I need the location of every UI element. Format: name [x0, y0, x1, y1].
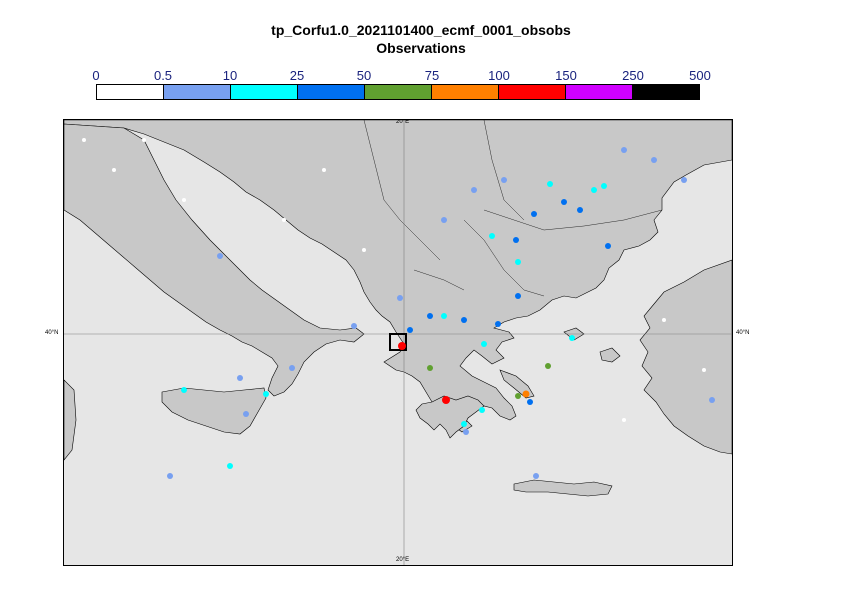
- obs-point[interactable]: [463, 429, 469, 435]
- obs-point[interactable]: [263, 391, 269, 397]
- obs-point[interactable]: [243, 411, 249, 417]
- obs-point[interactable]: [441, 217, 447, 223]
- obs-point[interactable]: [322, 168, 326, 172]
- obs-point[interactable]: [407, 327, 413, 333]
- obs-point[interactable]: [461, 421, 467, 427]
- obs-point[interactable]: [681, 177, 687, 183]
- legend-label-5: 75: [424, 68, 440, 83]
- legend-label-1: 0.5: [153, 68, 173, 83]
- obs-point[interactable]: [709, 397, 715, 403]
- obs-point[interactable]: [351, 323, 357, 329]
- obs-point[interactable]: [545, 363, 551, 369]
- land-anatolia: [639, 259, 732, 455]
- obs-point[interactable]: [522, 390, 530, 398]
- obs-point[interactable]: [427, 313, 433, 319]
- legend-swatch-1: [164, 85, 231, 99]
- obs-point[interactable]: [513, 237, 519, 243]
- legend-swatch-5: [432, 85, 499, 99]
- map-title: tp_Corfu1.0_2021101400_ecmf_0001_obsobs: [271, 22, 571, 38]
- land-crete: [513, 479, 613, 497]
- obs-point[interactable]: [651, 157, 657, 163]
- obs-point[interactable]: [471, 187, 477, 193]
- legend-label-9: 500: [689, 68, 711, 83]
- obs-point[interactable]: [702, 368, 706, 372]
- obs-point[interactable]: [501, 177, 507, 183]
- country-borders: [363, 120, 663, 297]
- land-peloponnese: [415, 395, 485, 439]
- obs-point[interactable]: [495, 321, 501, 327]
- legend-labels: 0 0.5 10 25 50 75 100 150 250 500: [0, 68, 842, 86]
- land-italy: [64, 123, 365, 397]
- legend-swatch-2: [231, 85, 298, 99]
- map-subtitle: Observations: [376, 40, 466, 56]
- obs-point[interactable]: [289, 365, 295, 371]
- obs-point[interactable]: [227, 463, 233, 469]
- obs-point[interactable]: [527, 399, 533, 405]
- obs-point[interactable]: [601, 183, 607, 189]
- lon-label-bottom: 20°E: [396, 557, 410, 563]
- obs-point[interactable]: [427, 365, 433, 371]
- obs-point[interactable]: [112, 168, 116, 172]
- legend-label-6: 100: [488, 68, 510, 83]
- obs-point[interactable]: [605, 243, 611, 249]
- legend-label-4: 50: [356, 68, 372, 83]
- obs-point[interactable]: [167, 473, 173, 479]
- obs-point[interactable]: [182, 198, 186, 202]
- obs-point[interactable]: [82, 138, 86, 142]
- map-svg: [64, 120, 732, 565]
- land-sardinia: [64, 379, 77, 461]
- obs-point[interactable]: [397, 295, 403, 301]
- corfu-highlight-box[interactable]: [389, 333, 407, 351]
- obs-point[interactable]: [461, 317, 467, 323]
- lon-label-top: 20°E: [396, 119, 410, 125]
- obs-point[interactable]: [441, 313, 447, 319]
- obs-point[interactable]: [515, 259, 521, 265]
- obs-point[interactable]: [662, 318, 666, 322]
- obs-point[interactable]: [481, 341, 487, 347]
- legend-swatch-3: [298, 85, 365, 99]
- legend-swatch-6: [499, 85, 566, 99]
- legend-swatch-7: [566, 85, 633, 99]
- legend-label-8: 250: [622, 68, 644, 83]
- obs-point[interactable]: [561, 199, 567, 205]
- obs-point[interactable]: [442, 396, 450, 404]
- obs-point[interactable]: [533, 473, 539, 479]
- obs-point[interactable]: [362, 248, 366, 252]
- legend-swatch-4: [365, 85, 432, 99]
- obs-point[interactable]: [515, 293, 521, 299]
- legend-swatch-0: [97, 85, 164, 99]
- land-aegean-island-1: [599, 347, 621, 363]
- lat-label-left: 40°N: [45, 330, 59, 336]
- obs-point[interactable]: [282, 218, 286, 222]
- map-panel[interactable]: 20°E 20°E: [63, 119, 733, 566]
- land-balkans: [64, 120, 732, 433]
- legend-label-0: 0: [92, 68, 100, 83]
- legend-label-7: 150: [555, 68, 577, 83]
- observation-points: [82, 138, 715, 479]
- obs-point[interactable]: [142, 138, 146, 142]
- obs-point[interactable]: [181, 387, 187, 393]
- obs-point[interactable]: [622, 418, 626, 422]
- obs-point[interactable]: [237, 375, 243, 381]
- legend-swatch-8: [633, 85, 699, 99]
- land-sicily: [161, 387, 267, 435]
- obs-point[interactable]: [489, 233, 495, 239]
- legend-label-3: 25: [289, 68, 305, 83]
- legend-label-2: 10: [222, 68, 238, 83]
- obs-point[interactable]: [547, 181, 553, 187]
- obs-point[interactable]: [479, 407, 485, 413]
- obs-point[interactable]: [569, 335, 575, 341]
- lat-label-right: 40°N: [736, 330, 750, 336]
- obs-point[interactable]: [398, 342, 406, 350]
- obs-point[interactable]: [577, 207, 583, 213]
- obs-point[interactable]: [515, 393, 521, 399]
- obs-point[interactable]: [621, 147, 627, 153]
- color-legend-bar: [96, 84, 700, 100]
- obs-point[interactable]: [591, 187, 597, 193]
- obs-point[interactable]: [531, 211, 537, 217]
- obs-point[interactable]: [217, 253, 223, 259]
